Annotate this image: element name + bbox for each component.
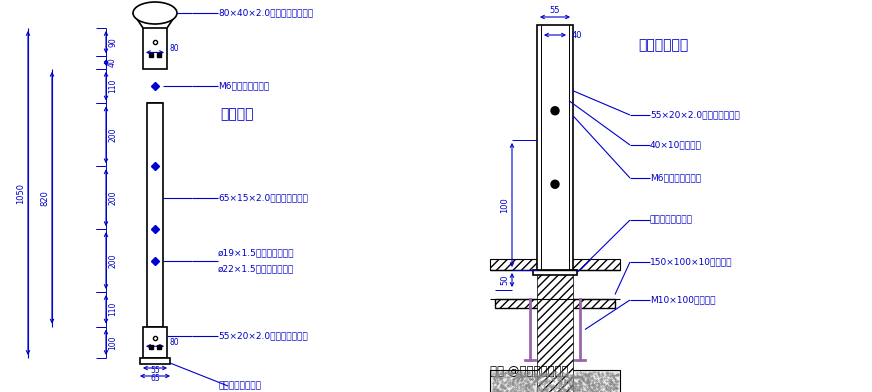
Text: 50: 50 — [500, 275, 509, 285]
Text: 55×20×2.0拉丝不锈钢方管: 55×20×2.0拉丝不锈钢方管 — [218, 332, 308, 341]
Bar — [537, 25, 573, 272]
Text: 200: 200 — [108, 253, 117, 268]
Text: 100: 100 — [108, 335, 117, 350]
Bar — [143, 327, 167, 358]
Bar — [140, 358, 170, 364]
Text: 40: 40 — [108, 58, 117, 67]
Text: 80×40×2.0拉丝不锈钢椭圆管: 80×40×2.0拉丝不锈钢椭圆管 — [218, 9, 313, 18]
Text: 110: 110 — [108, 79, 117, 93]
Text: ø19×1.5拉丝不锈钢圆管: ø19×1.5拉丝不锈钢圆管 — [218, 248, 295, 257]
Bar — [147, 103, 163, 327]
Text: 80: 80 — [169, 44, 179, 53]
Text: 150×100×10预埋钢板: 150×100×10预埋钢板 — [650, 258, 732, 267]
Text: 40×10镀锌钢板: 40×10镀锌钢板 — [650, 140, 702, 149]
Text: 100: 100 — [500, 197, 509, 213]
Text: 110: 110 — [108, 302, 117, 316]
Text: 侧立面图: 侧立面图 — [220, 107, 254, 121]
Bar — [490, 259, 620, 270]
Text: 拉丝不锈钢装饰盖: 拉丝不锈钢装饰盖 — [218, 381, 261, 390]
Text: 200: 200 — [108, 128, 117, 142]
Text: 1050: 1050 — [16, 183, 25, 203]
Text: 55: 55 — [150, 366, 160, 375]
Text: 65×15×2.0拉丝不锈钢方管: 65×15×2.0拉丝不锈钢方管 — [218, 193, 308, 202]
Text: 拉丝不锈钢装饰盖: 拉丝不锈钢装饰盖 — [650, 216, 693, 225]
Text: 预埋钢板详图: 预埋钢板详图 — [638, 38, 688, 52]
Bar — [533, 270, 577, 275]
Circle shape — [551, 180, 559, 188]
Text: M6不锈钢沉头螺丝: M6不锈钢沉头螺丝 — [650, 174, 701, 183]
Text: 55: 55 — [549, 6, 560, 15]
Text: 55×20×2.0拉丝不锈钢方管: 55×20×2.0拉丝不锈钢方管 — [650, 111, 739, 120]
Text: 头条 @室内设计大讲堂: 头条 @室内设计大讲堂 — [490, 365, 569, 378]
Bar — [495, 299, 615, 308]
Text: M10×100膨胀螺丝: M10×100膨胀螺丝 — [650, 296, 716, 305]
Text: ø22×1.5拉丝不锈钢套管: ø22×1.5拉丝不锈钢套管 — [218, 264, 294, 273]
Text: 80: 80 — [169, 338, 179, 347]
Bar — [490, 370, 620, 392]
Text: 90: 90 — [108, 37, 117, 47]
Text: M6不锈钢沉头螺丝: M6不锈钢沉头螺丝 — [218, 82, 269, 91]
Text: 820: 820 — [40, 190, 49, 206]
Ellipse shape — [133, 2, 177, 24]
Bar — [537, 270, 573, 392]
Circle shape — [551, 107, 559, 115]
Text: 65: 65 — [150, 374, 160, 383]
Text: 40: 40 — [572, 31, 582, 40]
Text: 200: 200 — [108, 191, 117, 205]
Bar — [143, 28, 167, 69]
